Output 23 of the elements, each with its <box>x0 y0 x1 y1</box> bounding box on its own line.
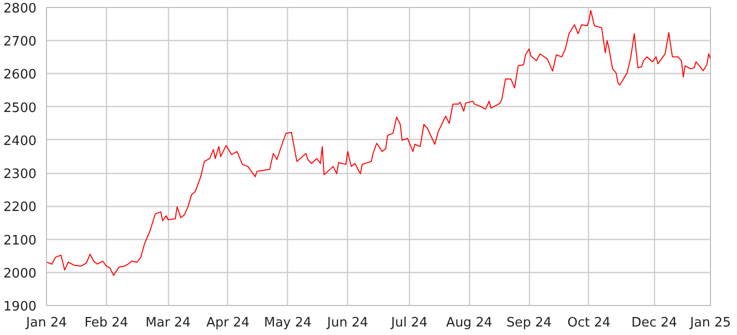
x-tick-label: Jun 24 <box>326 316 368 330</box>
x-tick-label: Feb 24 <box>84 316 128 330</box>
x-tick-label: Dec 24 <box>631 316 678 330</box>
x-tick-label: Jul 24 <box>390 316 428 330</box>
y-tick-label: 2000 <box>3 266 37 282</box>
x-tick-label: Apr 24 <box>206 316 250 330</box>
y-tick-label: 2300 <box>3 167 37 182</box>
x-tick-label: Oct 24 <box>567 316 611 330</box>
line-series <box>46 10 710 276</box>
x-tick-label: Sep 24 <box>506 316 552 330</box>
y-tick-label: 2200 <box>3 200 37 216</box>
x-tick-label: May 24 <box>264 316 312 330</box>
x-tick-label: Mar 24 <box>145 316 191 330</box>
y-tick-label: 2100 <box>3 233 37 248</box>
x-tick-label: Jan 25 <box>689 316 731 330</box>
y-tick-label: 1900 <box>3 300 37 314</box>
y-tick-label: 2800 <box>3 2 37 16</box>
y-tick-label: 2700 <box>3 34 37 50</box>
x-tick-label: Jan 24 <box>25 316 67 330</box>
y-tick-label: 2500 <box>3 100 37 116</box>
x-tick-label: Aug 24 <box>446 316 492 330</box>
y-tick-label: 2400 <box>3 134 37 149</box>
y-tick-label: 2600 <box>3 68 37 83</box>
